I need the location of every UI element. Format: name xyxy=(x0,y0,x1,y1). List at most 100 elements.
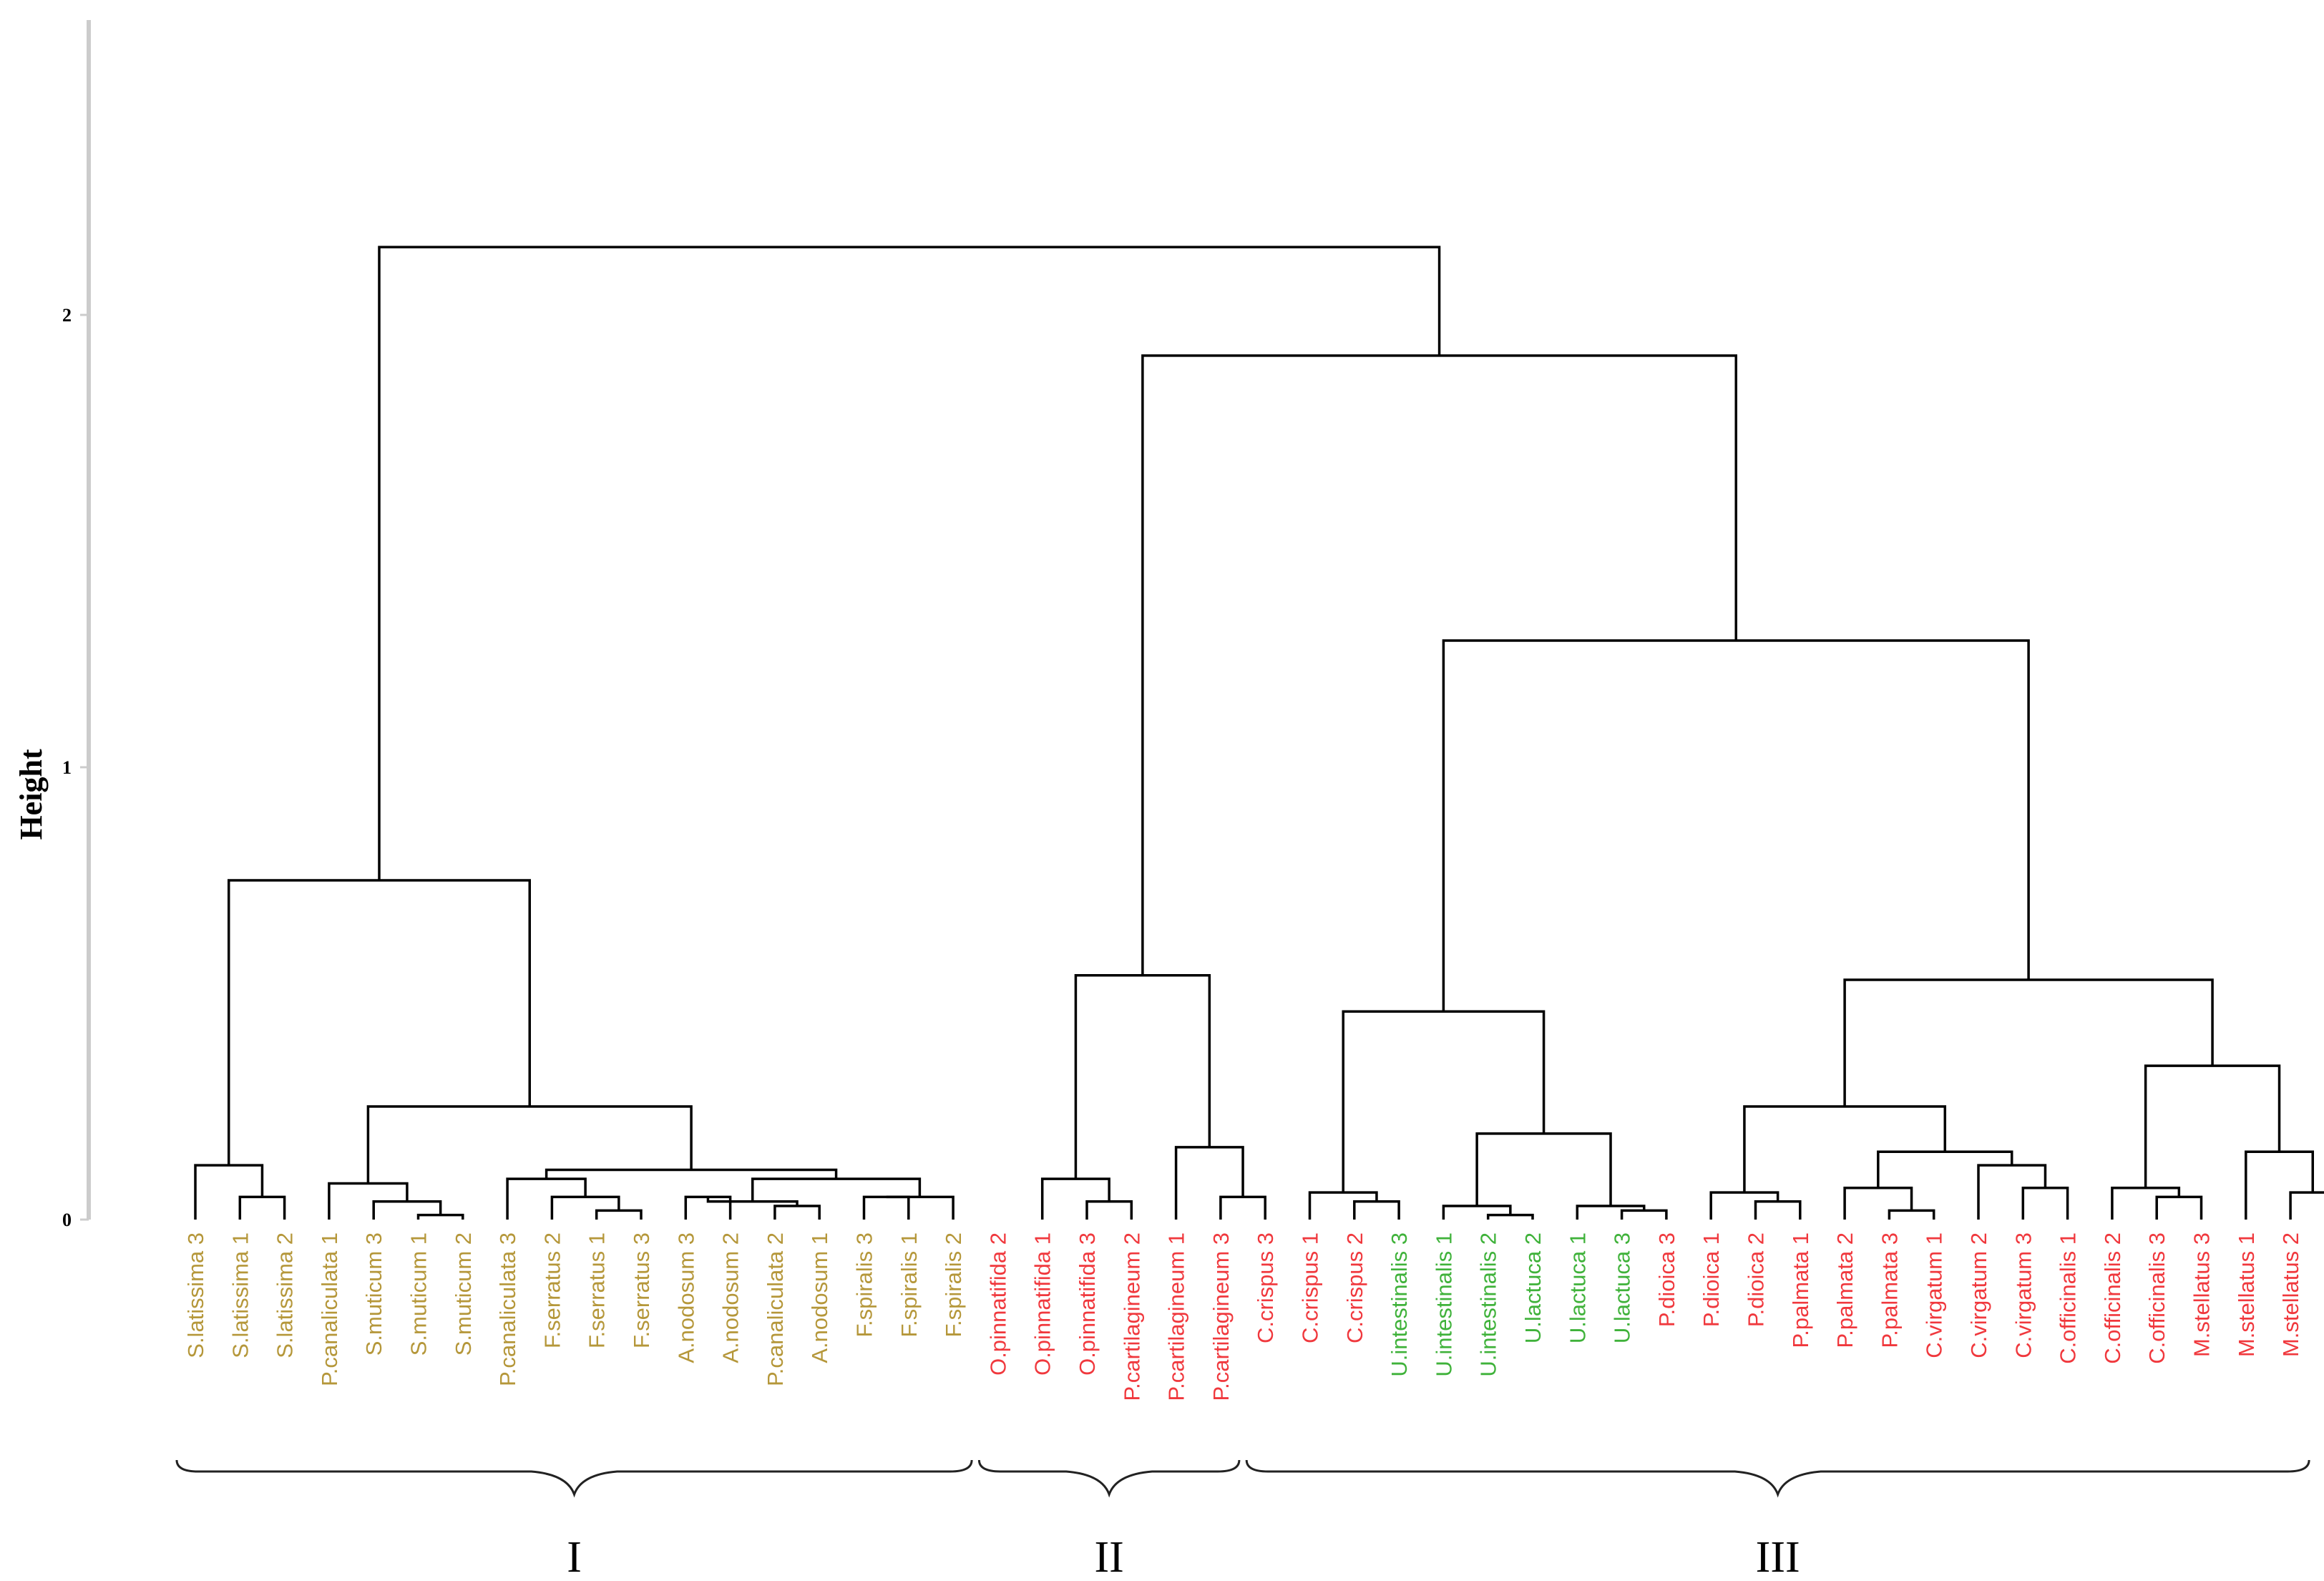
leaf-label: C.virgatum 3 xyxy=(2011,1232,2036,1358)
dendrogram-branch xyxy=(378,245,1441,880)
dendrogram-branch xyxy=(1486,1213,1534,1220)
leaf-label: C.officinalis 1 xyxy=(2056,1232,2081,1364)
dendrogram-branch xyxy=(2144,1064,2281,1188)
dendrogram-branch xyxy=(1141,354,1737,976)
leaf-label: U.lactuca 1 xyxy=(1565,1232,1590,1343)
dendrogram-branch xyxy=(773,1205,821,1220)
dendrogram-branch xyxy=(595,1209,643,1220)
dendrogram-branch xyxy=(1620,1209,1668,1220)
leaf-label: P.palmata 3 xyxy=(1877,1232,1902,1348)
leaf-label: P.palmata 2 xyxy=(1832,1232,1857,1348)
dendrogram-branch xyxy=(2245,1150,2314,1220)
leaf-label: C.crispus 3 xyxy=(1253,1232,1278,1343)
dendrogram-branch xyxy=(545,1168,838,1179)
leaf-label: F.spiralis 1 xyxy=(897,1232,922,1337)
leaf-label: S.latissima 3 xyxy=(183,1232,208,1358)
dendrogram-branch xyxy=(1843,978,2214,1106)
dendrogram-branch xyxy=(372,1200,442,1220)
dendrogram-branch xyxy=(194,1164,264,1220)
leaf-label: M.stellatus 1 xyxy=(2234,1232,2259,1357)
leaf-label: O.pinnatifida 3 xyxy=(1075,1232,1100,1376)
dendrogram-branch xyxy=(1174,1146,1244,1220)
dendrogram-branch xyxy=(1353,1200,1400,1220)
dendrogram-branch xyxy=(2289,1191,2324,1220)
leaf-label: P.dioica 2 xyxy=(1744,1232,1769,1327)
leaf-label: P.dioica 1 xyxy=(1699,1232,1724,1327)
leaf-label: O.pinnatifida 2 xyxy=(985,1232,1010,1376)
leaf-label: U.intestinalis 3 xyxy=(1387,1232,1412,1377)
leaf-label: A.nodosum 1 xyxy=(807,1232,832,1363)
dendrogram-branch xyxy=(1085,1200,1133,1220)
y-axis-title: Height xyxy=(14,749,49,840)
dendrogram-branch xyxy=(1977,1164,2047,1220)
leaf-label: P.canaliculata 2 xyxy=(763,1232,788,1386)
leaf-label: S.latissima 2 xyxy=(273,1232,298,1358)
dendrogram-branch xyxy=(862,1195,910,1220)
group-label: I xyxy=(567,1533,582,1577)
leaf-label: F.serratus 1 xyxy=(585,1232,610,1348)
dendrogram-branch xyxy=(1342,1010,1546,1193)
leaf-label: M.stellatus 3 xyxy=(2189,1232,2215,1357)
leaf-label: P.dioica 3 xyxy=(1654,1232,1679,1327)
dendrogram-branch xyxy=(416,1213,464,1220)
dendrogram-branch xyxy=(1442,639,2030,1012)
leaf-label: U.lactuca 2 xyxy=(1520,1232,1546,1343)
dendrogram-branch xyxy=(2111,1187,2181,1220)
dendrogram-branch xyxy=(1743,1105,1947,1193)
leaf-label: U.intestinalis 1 xyxy=(1431,1232,1456,1377)
y-tick-label: 1 xyxy=(62,757,72,778)
leaf-label: S.muticum 2 xyxy=(451,1232,476,1356)
leaf-label: A.nodosum 3 xyxy=(673,1232,698,1363)
leaf-label: C.virgatum 2 xyxy=(1966,1232,1991,1358)
leaf-label: C.crispus 2 xyxy=(1342,1232,1367,1343)
dendrogram-branch xyxy=(1888,1209,1935,1220)
leaf-label: A.nodosum 2 xyxy=(718,1232,743,1363)
group-brace xyxy=(1245,1459,2310,1498)
dendrogram-branch xyxy=(886,1195,954,1220)
dendrogram-branch xyxy=(238,1195,286,1220)
dendrogram-branch xyxy=(550,1195,620,1220)
leaf-label: P.palmata 1 xyxy=(1788,1232,1813,1348)
leaf-label: U.lactuca 3 xyxy=(1610,1232,1635,1343)
leaf-label: C.officinalis 2 xyxy=(2100,1232,2125,1364)
dendrogram-branch xyxy=(366,1105,693,1184)
dendrogram-branch xyxy=(1843,1187,1913,1220)
dendrogram-branch xyxy=(2155,1195,2203,1220)
dendrogram-branch xyxy=(506,1177,587,1220)
leaf-label: P.cartilagineum 1 xyxy=(1164,1232,1189,1401)
leaf-label: C.crispus 1 xyxy=(1298,1232,1323,1343)
dendrogram-branch xyxy=(1308,1191,1378,1220)
dendrogram-branch xyxy=(1754,1200,1802,1220)
dendrogram-branch xyxy=(1040,1177,1110,1220)
dendrogram-branch xyxy=(1576,1205,1646,1220)
y-tick-label: 2 xyxy=(62,305,72,326)
group-label: II xyxy=(1095,1533,1124,1577)
leaf-label: F.spiralis 2 xyxy=(941,1232,966,1337)
leaf-label: P.canaliculata 3 xyxy=(495,1232,520,1386)
leaf-label: S.muticum 1 xyxy=(406,1232,431,1356)
dendrogram-branch xyxy=(1709,1191,1779,1220)
dendrogram-branch xyxy=(1877,1150,2013,1188)
leaf-label: S.latissima 1 xyxy=(228,1232,253,1358)
dendrogram-branch xyxy=(227,879,531,1166)
leaf-label: M.stellatus 2 xyxy=(2278,1232,2303,1357)
leaf-label: C.officinalis 3 xyxy=(2144,1232,2169,1364)
leaf-label: P.cartilagineum 3 xyxy=(1209,1232,1234,1401)
leaf-label: P.canaliculata 1 xyxy=(317,1232,342,1386)
group-label: III xyxy=(1756,1533,1800,1577)
leaf-label: F.serratus 2 xyxy=(540,1232,565,1348)
leaf-label: C.virgatum 1 xyxy=(1922,1232,1947,1358)
leaf-label: O.pinnatifida 1 xyxy=(1030,1232,1055,1376)
dendrogram-branch xyxy=(2021,1187,2069,1220)
dendrogram-branch xyxy=(1475,1132,1612,1207)
leaf-label: P.cartilagineum 2 xyxy=(1119,1232,1144,1401)
dendrogram-branch xyxy=(1219,1195,1266,1220)
y-tick-label: 0 xyxy=(62,1210,72,1230)
leaf-label: F.spiralis 3 xyxy=(852,1232,877,1337)
group-brace xyxy=(175,1459,973,1498)
leaf-label: S.muticum 3 xyxy=(361,1232,386,1356)
group-brace xyxy=(977,1459,1241,1498)
dendrogram-branch xyxy=(1442,1205,1512,1220)
leaf-label: F.serratus 3 xyxy=(629,1232,654,1348)
